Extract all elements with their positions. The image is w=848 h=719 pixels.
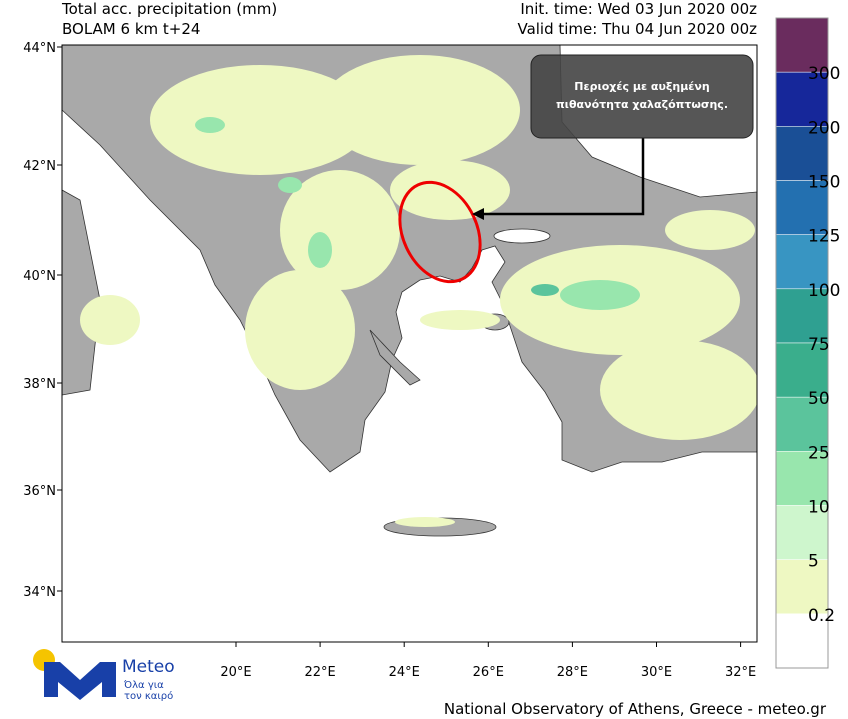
colorbar-label: 25	[808, 443, 830, 463]
colorbar-label: 5	[808, 552, 819, 572]
colorbar-bin	[775, 559, 829, 615]
colorbar-bin	[775, 613, 829, 669]
lon-label: 24°E	[389, 665, 420, 680]
highlight-ellipse	[398, 180, 482, 284]
annotation-text: Περιοχές με αυξημένη	[574, 80, 710, 93]
precip-areas-heavier	[195, 117, 640, 310]
lat-label: 36°N	[23, 484, 56, 499]
map-frame	[61, 44, 758, 643]
lat-label: 44°N	[23, 41, 56, 56]
colorbar-label: 0.2	[808, 606, 835, 626]
lat-label: 38°N	[23, 377, 56, 392]
euboea	[369, 329, 421, 386]
colorbar-label: 300	[808, 64, 840, 84]
colorbar-label: 200	[808, 118, 840, 138]
lat-label: 40°N	[23, 269, 56, 284]
annotation-text: πιθανότητα χαλαζόπτωσης.	[556, 98, 728, 111]
model: BOLAM 6 km t+24	[62, 20, 200, 38]
lon-label: 28°E	[557, 665, 588, 680]
lon-label: 26°E	[473, 665, 504, 680]
colorbar-label: 75	[808, 335, 830, 355]
colorbar-bin	[775, 234, 829, 290]
lon-label: 20°E	[220, 665, 251, 680]
colorbar-label: 100	[808, 281, 840, 301]
annotation-box	[530, 54, 754, 139]
lat-label: 34°N	[23, 585, 56, 600]
logo-mark	[44, 662, 116, 700]
colorbar-bin	[775, 71, 829, 127]
marmara-sea	[493, 228, 551, 244]
title: Total acc. precipitation (mm)	[61, 0, 277, 18]
colorbar-bin	[775, 180, 829, 235]
colorbar-label: 125	[808, 227, 840, 247]
colorbar-bin	[775, 396, 829, 452]
arrow	[478, 138, 645, 216]
init-time: Init. time: Wed 03 Jun 2020 00z	[520, 0, 757, 18]
valid-time: Valid time: Thu 04 Jun 2020 00z	[517, 20, 757, 38]
colorbar-label: 10	[808, 498, 830, 518]
logo-tagline: τον καιρό	[124, 690, 173, 702]
colorbar-bin	[775, 342, 829, 398]
colorbar-label: 150	[808, 173, 840, 193]
logo-name: Meteo	[122, 657, 175, 677]
lon-label: 22°E	[304, 665, 335, 680]
lat-label: 42°N	[23, 159, 56, 174]
lon-label: 30°E	[641, 665, 672, 680]
precip-area	[395, 517, 455, 527]
footer: National Observatory of Athens, Greece -…	[444, 700, 827, 718]
colorbar-bin	[775, 288, 829, 344]
arrow-head	[472, 208, 484, 220]
colorbar-frame	[775, 17, 829, 669]
lon-label: 32°E	[725, 665, 756, 680]
logo-tagline: Όλα για	[123, 679, 164, 691]
colorbar-bin	[775, 505, 829, 560]
colorbar-label: 50	[808, 389, 830, 409]
